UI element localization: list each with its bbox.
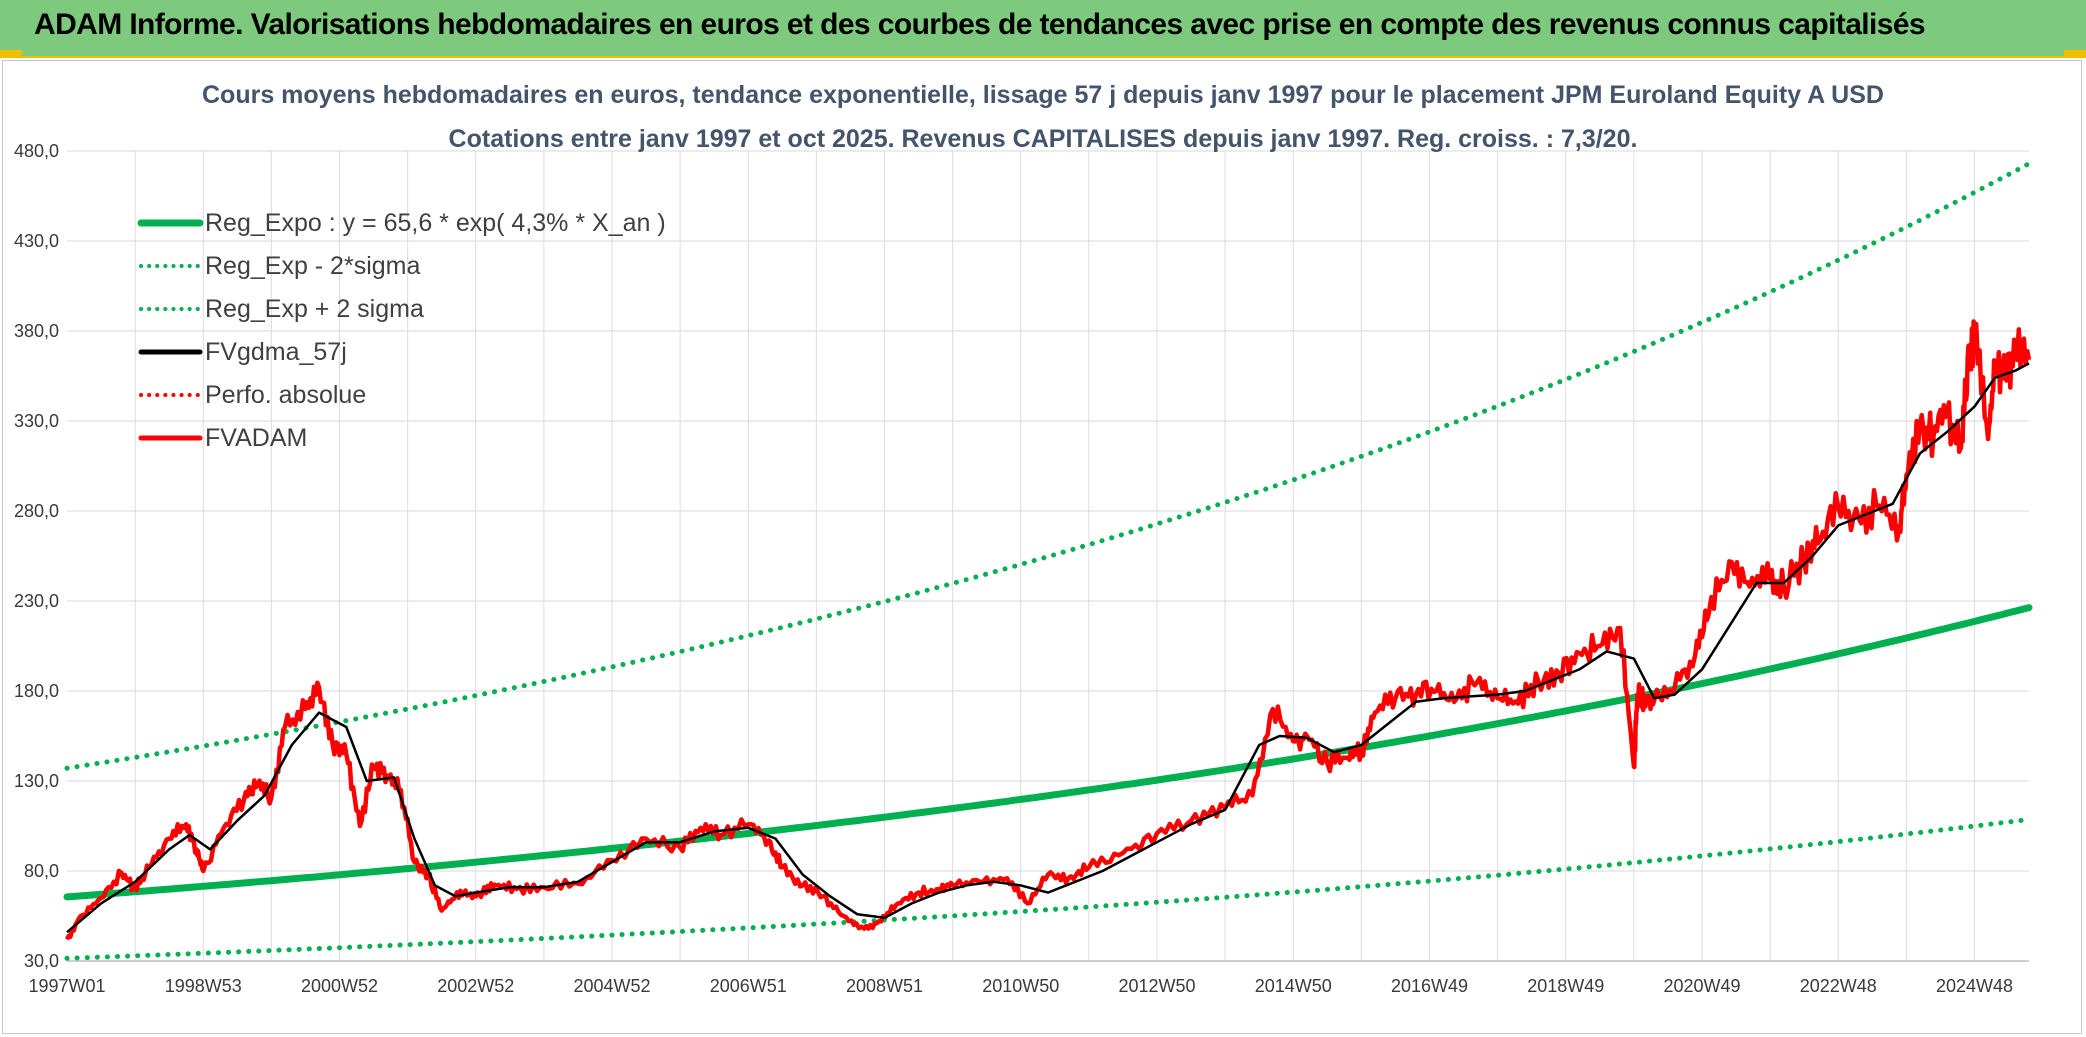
fvgdma-57j-line	[66, 362, 2030, 934]
legend-label: Reg_Expo : y = 65,6 * exp( 4,3% * X_an )	[205, 209, 666, 237]
y-tick-label: 180,0	[14, 681, 59, 701]
chart-title-line2: Cotations entre janv 1997 et oct 2025. R…	[449, 125, 1638, 153]
legend-label: Reg_Exp + 2 sigma	[205, 295, 424, 323]
y-tick-label: 380,0	[14, 321, 59, 341]
x-tick-label: 2020W49	[1663, 976, 1740, 996]
x-tick-label: 2000W52	[301, 976, 378, 996]
chart-legend: Reg_Expo : y = 65,6 * exp( 4,3% * X_an )…	[137, 209, 666, 452]
x-tick-label: 2014W50	[1255, 976, 1332, 996]
x-tick-label: 1997W01	[28, 976, 105, 996]
y-tick-label: 430,0	[14, 231, 59, 251]
x-tick-label: 2008W51	[846, 976, 923, 996]
x-tick-label: 2002W52	[437, 976, 514, 996]
x-tick-label: 2018W49	[1527, 976, 1604, 996]
reg-expo-line	[63, 604, 2033, 901]
y-tick-label: 80,0	[24, 861, 59, 881]
x-tick-label: 2016W49	[1391, 976, 1468, 996]
y-tick-label: 330,0	[14, 411, 59, 431]
fvadam-line	[64, 319, 2032, 941]
x-tick-label: 2024W48	[1936, 976, 2013, 996]
x-tick-label: 2022W48	[1800, 976, 1877, 996]
corner-mark-right	[2064, 50, 2086, 58]
y-tick-label: 230,0	[14, 591, 59, 611]
y-tick-label: 480,0	[14, 141, 59, 161]
y-axis: 30,0 80,0 130,0 180,0 230,0 280,0 330,0 380,0 43…	[14, 141, 59, 971]
legend-label: FVADAM	[205, 424, 307, 452]
y-tick-label: 130,0	[14, 771, 59, 791]
x-tick-label: 1998W53	[165, 976, 242, 996]
legend-label: Reg_Exp - 2*sigma	[205, 252, 420, 280]
x-tick-label: 2006W51	[710, 976, 787, 996]
x-tick-label: 2012W50	[1118, 976, 1195, 996]
legend-label: Perfo. absolue	[205, 381, 366, 409]
reg-exp-minus-2sigma-line	[64, 817, 2032, 961]
y-tick-label: 30,0	[24, 951, 59, 971]
chart-frame: 30,0 80,0 130,0 180,0 230,0 280,0 330,0 380,0 43…	[2, 60, 2082, 1034]
reg-exp-plus-2sigma-line	[64, 161, 2032, 771]
chart-title-line1: Cours moyens hebdomadaires en euros, ten…	[202, 81, 1884, 109]
legend-label: FVgdma_57j	[205, 338, 347, 366]
trend-chart: 30,0 80,0 130,0 180,0 230,0 280,0 330,0 380,0 43…	[3, 61, 2081, 1033]
data-series	[63, 161, 2033, 961]
report-banner: ADAM Informe. Valorisations hebdomadaire…	[0, 0, 2086, 58]
x-tick-label: 2010W50	[982, 976, 1059, 996]
x-axis: 1997W01 1998W53 2000W52 2002W52 2004W52 2006W…	[28, 976, 2013, 996]
x-tick-label: 2004W52	[573, 976, 650, 996]
corner-mark-left	[0, 50, 22, 58]
report-title: ADAM Informe. Valorisations hebdomadaire…	[34, 8, 1926, 41]
y-tick-label: 280,0	[14, 501, 59, 521]
